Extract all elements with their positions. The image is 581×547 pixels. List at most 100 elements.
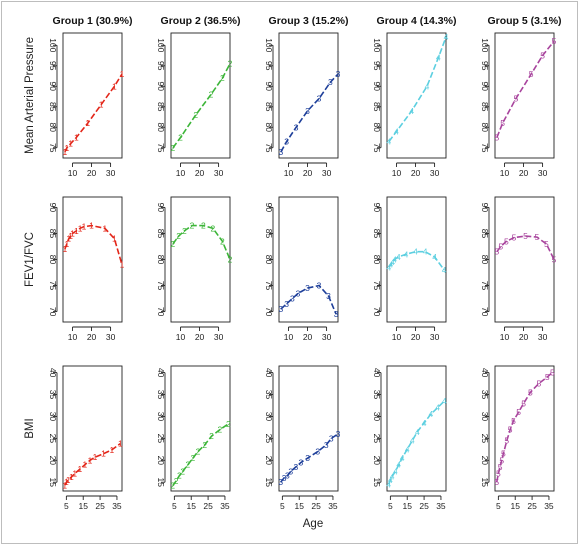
y-tick-label: 80	[264, 255, 274, 265]
data-point: 3	[315, 447, 320, 457]
data-point: 4	[436, 53, 441, 63]
series-line	[172, 423, 229, 487]
x-tick-label: 10	[176, 168, 186, 178]
series-line	[64, 73, 123, 153]
data-point: 1	[101, 449, 106, 459]
y-tick-label: 80	[156, 123, 166, 133]
y-tick-label: 75	[264, 281, 274, 291]
x-tick-label: 25	[95, 501, 105, 511]
y-tick-label: 75	[480, 281, 490, 291]
data-point: 1	[83, 460, 88, 470]
data-point: 2	[176, 231, 181, 241]
x-tick-label: 35	[220, 501, 230, 511]
y-tick-label: 15	[48, 477, 58, 487]
y-tick-label: 25	[372, 434, 382, 444]
y-tick-label: 30	[480, 412, 490, 422]
y-tick-label: 80	[372, 123, 382, 133]
x-tick-label: 15	[294, 501, 304, 511]
x-tick-label: 25	[527, 501, 537, 511]
data-point: 2	[190, 221, 195, 231]
x-tick-label: 10	[68, 332, 78, 342]
panel-frame	[170, 32, 231, 159]
data-point: 1	[120, 260, 125, 270]
x-tick-label: 15	[402, 501, 412, 511]
data-point: 5	[508, 425, 513, 435]
data-point: 5	[498, 241, 503, 251]
y-tick-label: 70	[480, 307, 490, 317]
series-line	[280, 284, 337, 315]
data-point: 5	[504, 436, 509, 446]
data-point: 1	[64, 143, 69, 153]
y-tick-label: 75	[48, 143, 58, 153]
data-point: 1	[99, 100, 104, 110]
data-point: 4	[423, 247, 428, 257]
data-point: 3	[284, 137, 289, 147]
data-point: 4	[413, 247, 418, 257]
x-tick-label: 10	[500, 332, 510, 342]
data-point: 3	[279, 304, 284, 314]
data-point: 4	[409, 106, 414, 116]
data-point: 1	[66, 234, 71, 244]
y-tick-label: 35	[48, 390, 58, 400]
data-point: 5	[552, 255, 557, 265]
data-point: 2	[180, 466, 185, 476]
x-tick-label: 15	[510, 501, 520, 511]
data-point: 4	[432, 252, 437, 262]
data-point: 5	[545, 372, 550, 382]
data-point: 5	[496, 468, 501, 478]
data-point: 4	[400, 453, 405, 463]
series-line	[496, 40, 555, 138]
y-tick-label: 20	[48, 456, 58, 466]
x-tick-label: 30	[430, 168, 440, 178]
y-tick-label: 85	[264, 102, 274, 112]
x-tick-label: 30	[214, 332, 224, 342]
data-point: 1	[74, 133, 79, 143]
y-tick-label: 20	[372, 456, 382, 466]
data-point: 4	[425, 81, 430, 91]
data-point: 3	[293, 462, 298, 472]
data-point: 1	[89, 221, 94, 231]
series-line	[280, 73, 339, 153]
data-point: 1	[63, 147, 68, 157]
data-point: 2	[209, 431, 214, 441]
y-tick-label: 75	[372, 143, 382, 153]
data-point: 1	[72, 468, 77, 478]
panel-frame	[494, 32, 555, 159]
data-point: 1	[85, 118, 90, 128]
y-tick-label: 90	[264, 203, 274, 213]
row-label-3: BMI	[24, 418, 36, 438]
data-point: 5	[500, 118, 505, 128]
y-tick-label: 20	[156, 456, 166, 466]
data-point: 4	[396, 252, 401, 262]
x-tick-label: 30	[538, 332, 548, 342]
data-point: 4	[392, 255, 397, 265]
x-tick-label: 25	[203, 501, 213, 511]
x-tick-label: 20	[87, 332, 97, 342]
data-point: 4	[393, 466, 398, 476]
data-point: 3	[305, 283, 310, 293]
data-point: 1	[63, 244, 68, 254]
y-tick-label: 70	[48, 307, 58, 317]
y-tick-label: 90	[48, 203, 58, 213]
y-tick-label: 75	[48, 281, 58, 291]
data-point: 4	[442, 265, 447, 275]
y-tick-label: 25	[48, 434, 58, 444]
data-point: 1	[69, 472, 74, 482]
y-tick-label: 95	[264, 61, 274, 71]
series-line	[388, 36, 447, 143]
y-tick-label: 95	[372, 61, 382, 71]
y-tick-label: 70	[156, 307, 166, 317]
y-tick-label: 85	[372, 102, 382, 112]
x-tick-label: 10	[392, 168, 402, 178]
y-tick-label: 85	[480, 102, 490, 112]
x-tick-label: 20	[303, 168, 313, 178]
data-point: 4	[422, 418, 427, 428]
data-point: 5	[529, 69, 534, 79]
x-tick-label: 20	[303, 332, 313, 342]
y-tick-label: 85	[156, 229, 166, 239]
data-point: 5	[494, 477, 499, 487]
